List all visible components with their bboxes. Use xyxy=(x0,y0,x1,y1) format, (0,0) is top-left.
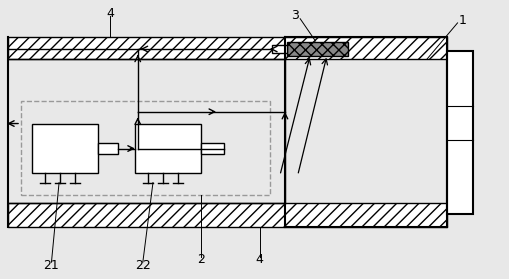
Text: 3: 3 xyxy=(291,9,299,23)
Text: 2: 2 xyxy=(197,253,205,266)
Text: 21: 21 xyxy=(44,259,60,272)
Bar xyxy=(8,37,447,59)
Bar xyxy=(272,45,288,53)
Text: 1: 1 xyxy=(459,14,467,27)
Bar xyxy=(447,51,473,215)
Bar xyxy=(21,101,270,195)
Bar xyxy=(32,124,98,173)
Text: 4: 4 xyxy=(106,7,114,20)
Bar xyxy=(201,143,224,154)
Bar xyxy=(288,42,348,56)
Bar xyxy=(8,203,447,227)
Text: 4: 4 xyxy=(256,253,264,266)
Text: 22: 22 xyxy=(135,259,151,272)
Bar xyxy=(98,143,119,154)
Bar xyxy=(135,124,201,173)
